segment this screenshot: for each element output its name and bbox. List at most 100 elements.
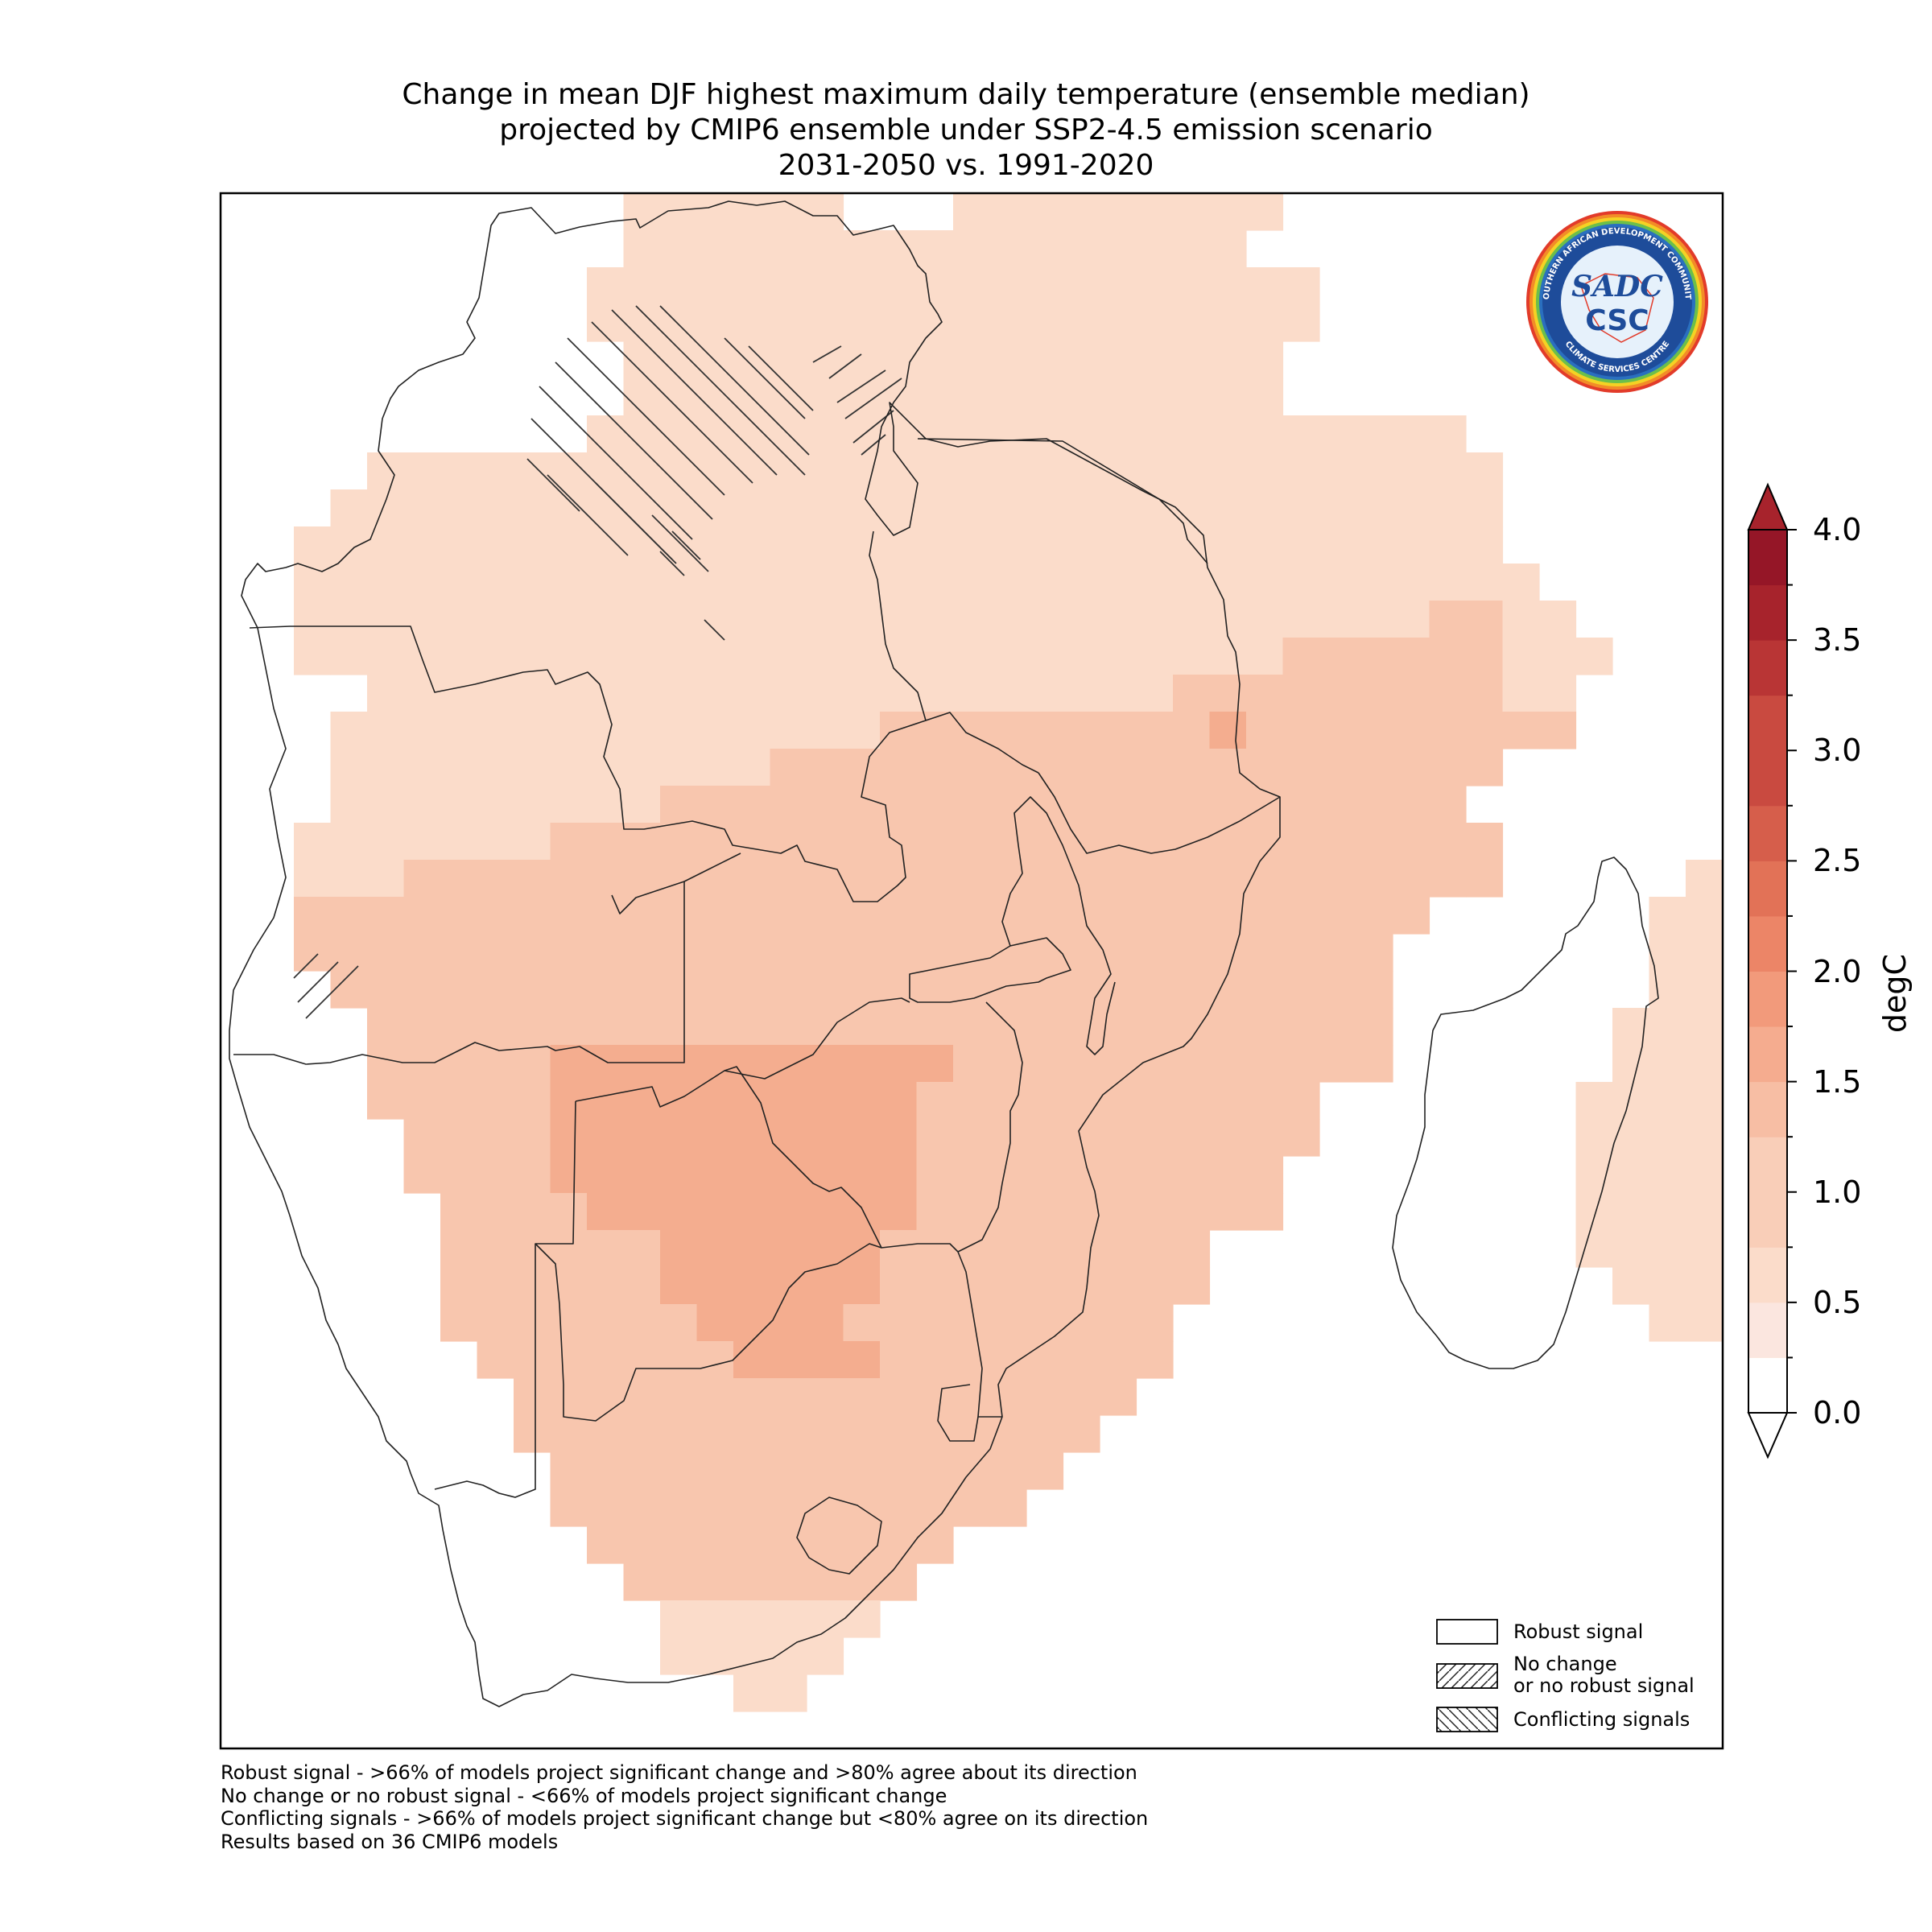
grid-cell bbox=[1282, 489, 1320, 527]
grid-cell bbox=[770, 1082, 807, 1120]
grid-cell bbox=[1136, 378, 1174, 416]
grid-cell bbox=[550, 526, 588, 564]
grid-cell bbox=[770, 1452, 807, 1490]
grid-cell bbox=[1100, 1341, 1137, 1379]
grid-cell bbox=[843, 712, 881, 749]
grid-cell bbox=[1026, 526, 1064, 564]
grid-cell bbox=[807, 1415, 844, 1453]
grid-cell bbox=[587, 267, 625, 305]
grid-cell bbox=[880, 860, 918, 898]
grid-cell bbox=[1100, 378, 1137, 416]
grid-cell bbox=[770, 341, 807, 379]
grid-cell bbox=[953, 1045, 991, 1083]
grid-cell bbox=[880, 1008, 918, 1046]
grid-cell bbox=[477, 1082, 514, 1120]
grid-cell bbox=[953, 638, 991, 675]
conflicting-signal-hatching bbox=[293, 305, 902, 1019]
grid-cell bbox=[1246, 415, 1284, 453]
grid-cell bbox=[1282, 1082, 1320, 1120]
grid-cell bbox=[880, 1378, 918, 1416]
grid-cell bbox=[696, 1489, 734, 1527]
grid-cell bbox=[1100, 675, 1137, 712]
grid-cell bbox=[1026, 230, 1064, 268]
grid-cell bbox=[843, 1452, 881, 1490]
grid-cell bbox=[660, 934, 698, 972]
grid-cell bbox=[989, 1156, 1027, 1194]
colorbar-tick-label: 0.0 bbox=[1813, 1395, 1862, 1430]
grid-cell bbox=[1100, 341, 1137, 379]
grid-cell bbox=[1246, 1193, 1284, 1231]
grid-cell bbox=[1429, 489, 1467, 527]
grid-cell bbox=[1100, 712, 1137, 749]
grid-cell bbox=[623, 1341, 661, 1379]
grid-cell bbox=[1612, 1119, 1650, 1157]
grid-cell bbox=[1356, 1045, 1393, 1083]
grid-cell bbox=[696, 1341, 734, 1379]
grid-cell bbox=[1246, 712, 1284, 749]
grid-cell bbox=[477, 1341, 514, 1379]
grid-cell bbox=[880, 712, 918, 749]
grid-cell bbox=[1209, 712, 1247, 749]
grid-cell bbox=[514, 489, 551, 527]
grid-cell bbox=[1063, 341, 1100, 379]
grid-cell bbox=[843, 1378, 881, 1416]
grid-cell bbox=[807, 1452, 844, 1490]
grid-cell bbox=[403, 1082, 441, 1120]
grid-cell bbox=[733, 1008, 771, 1046]
grid-cell bbox=[916, 1304, 954, 1342]
grid-cell bbox=[953, 749, 991, 786]
grid-cell bbox=[1466, 749, 1504, 786]
grid-cell bbox=[623, 934, 661, 972]
grid-cell bbox=[733, 1341, 771, 1379]
grid-cell bbox=[807, 971, 844, 1009]
grid-cell bbox=[1026, 1415, 1064, 1453]
colorbar-segment bbox=[1748, 584, 1787, 641]
grid-cell bbox=[807, 860, 844, 898]
grid-cell bbox=[807, 267, 844, 305]
grid-cell bbox=[1246, 860, 1284, 898]
grid-cell bbox=[989, 1304, 1027, 1342]
grid-cell bbox=[1429, 638, 1467, 675]
grid-cell bbox=[623, 452, 661, 490]
grid-cell bbox=[514, 526, 551, 564]
grid-cell bbox=[1026, 452, 1064, 490]
grid-cell bbox=[807, 1600, 844, 1638]
grid-cell bbox=[1393, 415, 1430, 453]
grid-cell bbox=[367, 1045, 405, 1083]
grid-cell bbox=[1026, 1267, 1064, 1305]
border-zambia-zimbabwe bbox=[724, 997, 910, 1080]
grid-cell bbox=[953, 1082, 991, 1120]
grid-cell bbox=[953, 712, 991, 749]
grid-cell bbox=[1319, 564, 1357, 601]
grid-cell bbox=[1100, 897, 1137, 935]
border-mozambique-south bbox=[957, 1251, 1002, 1418]
grid-cell bbox=[477, 1230, 514, 1268]
grid-cell bbox=[953, 1267, 991, 1305]
grid-cell bbox=[660, 638, 698, 675]
grid-cell bbox=[880, 897, 918, 935]
grid-cell bbox=[1026, 1008, 1064, 1046]
grid-cell bbox=[587, 1119, 625, 1157]
grid-cell bbox=[1173, 489, 1211, 527]
grid-cell bbox=[477, 638, 514, 675]
grid-cell bbox=[1686, 971, 1723, 1009]
grid-cell bbox=[989, 526, 1027, 564]
grid-cell bbox=[916, 415, 954, 453]
grid-cell bbox=[1026, 1378, 1064, 1416]
grid-cell bbox=[733, 1600, 771, 1638]
grid-cell bbox=[367, 712, 405, 749]
grid-cell bbox=[1173, 564, 1211, 601]
grid-cell bbox=[1136, 638, 1174, 675]
grid-cell bbox=[1026, 1119, 1064, 1157]
grid-cell bbox=[770, 1045, 807, 1083]
grid-cell bbox=[550, 1489, 588, 1527]
grid-cell bbox=[1466, 564, 1504, 601]
grid-cell bbox=[843, 1193, 881, 1231]
grid-cell bbox=[916, 1489, 954, 1527]
grid-cell bbox=[1100, 823, 1137, 861]
grid-cell bbox=[660, 489, 698, 527]
grid-cell bbox=[1100, 1082, 1137, 1120]
grid-cell bbox=[1466, 675, 1504, 712]
grid-cell bbox=[1539, 638, 1577, 675]
grid-cell bbox=[1282, 601, 1320, 638]
